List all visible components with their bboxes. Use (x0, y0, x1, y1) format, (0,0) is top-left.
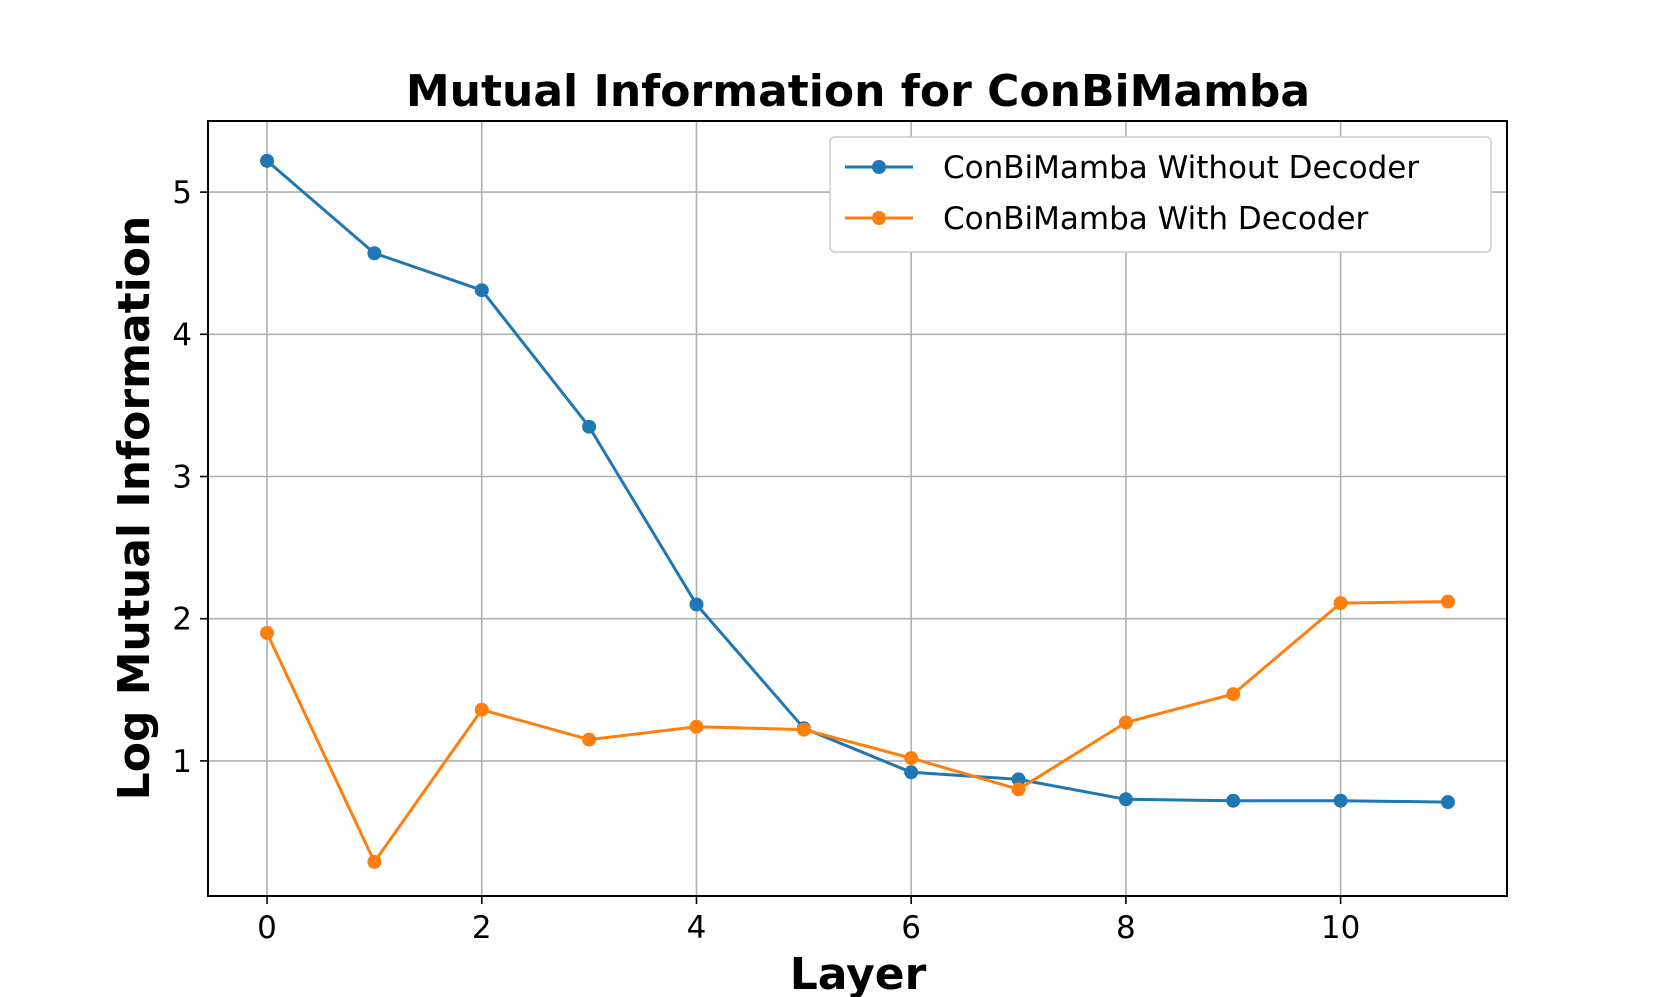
data-point (367, 854, 382, 869)
x-tick-label: 4 (687, 910, 707, 946)
y-tick-label: 3 (172, 460, 192, 496)
data-point (689, 719, 704, 734)
legend-label-with-decoder: ConBiMamba With Decoder (943, 201, 1369, 237)
legend: ConBiMamba Without Decoder ConBiMamba Wi… (829, 136, 1492, 253)
x-tick-label: 8 (1116, 910, 1136, 946)
data-point (1226, 793, 1241, 808)
series-line (265, 159, 1450, 804)
data-point (582, 419, 597, 434)
chart-title: Mutual Information for ConBiMamba (406, 66, 1310, 117)
data-point (904, 751, 919, 766)
data-point (1440, 795, 1455, 810)
data-point (260, 153, 275, 168)
data-point (1440, 594, 1455, 609)
legend-box (829, 136, 1492, 253)
data-point (1011, 772, 1026, 787)
series-layer (260, 153, 1455, 869)
plot-frame (207, 120, 1508, 897)
data-point (1011, 782, 1026, 797)
data-point (1118, 792, 1133, 807)
x-tick-label: 0 (257, 910, 277, 946)
y-axis-label: Log Mutual Information (109, 216, 160, 801)
y-tick-label: 2 (172, 602, 192, 638)
x-tick-label: 2 (472, 910, 492, 946)
legend-label-without-decoder: ConBiMamba Without Decoder (943, 150, 1419, 186)
y-tick-label: 1 (172, 744, 192, 780)
data-point (582, 732, 597, 747)
x-tick-label: 10 (1321, 910, 1360, 946)
data-point (1333, 793, 1348, 808)
data-point (474, 702, 489, 717)
data-point (689, 597, 704, 612)
series-with-decoder (260, 594, 1455, 869)
data-point (474, 283, 489, 298)
series-line (265, 600, 1450, 864)
x-tick-label: 6 (901, 910, 921, 946)
legend-marker-with-decoder (872, 211, 886, 225)
data-point (1118, 715, 1133, 730)
data-point (367, 246, 382, 261)
data-point (904, 765, 919, 780)
data-point (796, 722, 811, 737)
data-point (1333, 596, 1348, 611)
legend-marker-without-decoder (872, 160, 886, 174)
y-tick-label: 5 (172, 175, 192, 211)
data-point (260, 625, 275, 640)
data-point (1226, 687, 1241, 702)
y-tick-label: 4 (172, 317, 192, 353)
x-axis-label: Layer (790, 949, 927, 997)
